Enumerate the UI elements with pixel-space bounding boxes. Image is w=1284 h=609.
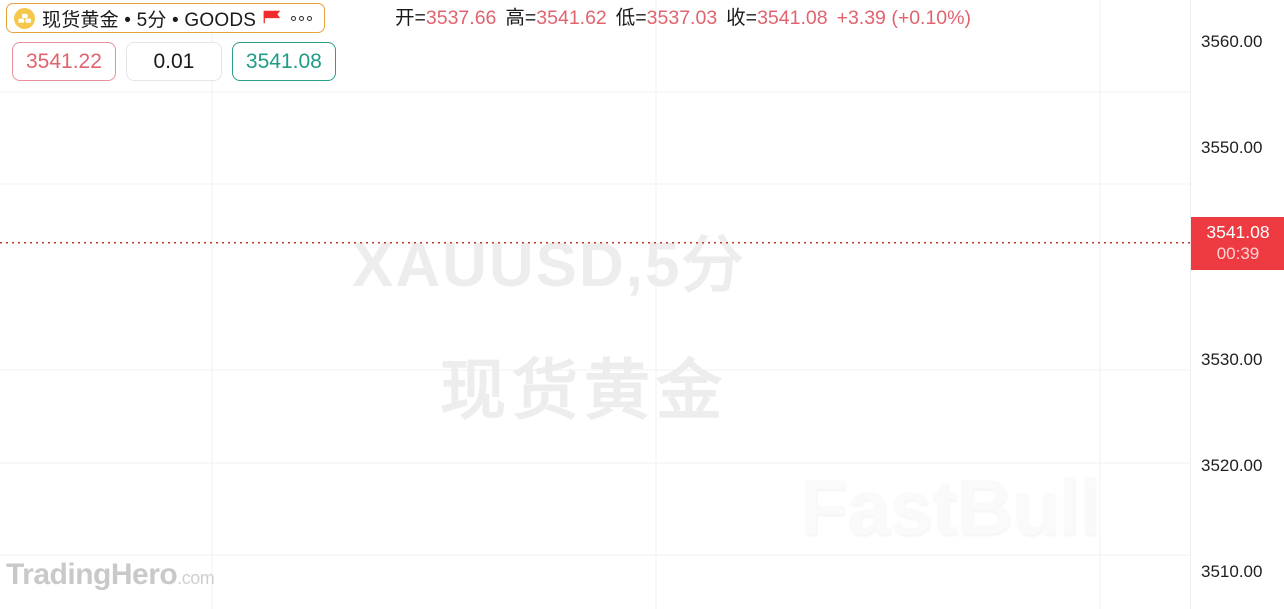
price-axis[interactable]: 3560.00 3550.00 3530.00 3520.00 3510.00 3541.… [1190,0,1284,609]
low-label: 低= [615,7,647,29]
change-value: +3.39 (+0.10%) [836,7,971,29]
more-dots-icon[interactable] [289,15,314,21]
tradinghero-logo: TradingHero.com [6,558,215,592]
high-value: 3541.62 [536,7,607,29]
current-price-value: 3541.08 [1206,222,1270,243]
bar-countdown-timer: 00:39 [1216,244,1260,264]
price-axis-label: 3520.00 [1201,456,1263,476]
quote-pills: 3541.22 0.01 3541.08 [12,42,336,81]
chart-gridlines [0,0,1190,609]
gold-bars-icon [14,7,35,29]
bid-price-pill[interactable]: 3541.08 [231,42,336,81]
current-price-badge[interactable]: 3541.08 00:39 [1191,216,1284,270]
price-axis-label: 3560.00 [1201,32,1263,52]
price-axis-label: 3510.00 [1201,561,1263,581]
chart-plot-area[interactable]: XAUUSD,5分 现货黄金 FastBull TradingHero.com [0,0,1190,609]
logo-suffix: .com [177,568,215,588]
price-axis-label: 3530.00 [1201,350,1263,370]
high-label: 高= [505,7,537,29]
red-flag-icon[interactable] [263,10,282,27]
close-value: 3541.08 [757,7,828,29]
open-value: 3537.66 [425,7,497,29]
symbol-title: 现货黄金 • 5分 • GOODS [42,9,257,31]
low-value: 3537.03 [646,7,718,29]
ask-price-pill[interactable]: 3541.22 [12,42,116,81]
logo-name: TradingHero [6,558,178,591]
ohlc-readout: 开=3537.66 高=3541.62 低=3537.03 收=3541.08 +3.3… [395,5,971,31]
spread-pill[interactable]: 0.01 [125,42,222,81]
close-label: 收= [726,7,758,29]
symbol-info-bar[interactable]: 现货黄金 • 5分 • GOODS [6,3,326,33]
price-axis-label: 3550.00 [1201,138,1263,158]
open-label: 开= [395,7,426,29]
